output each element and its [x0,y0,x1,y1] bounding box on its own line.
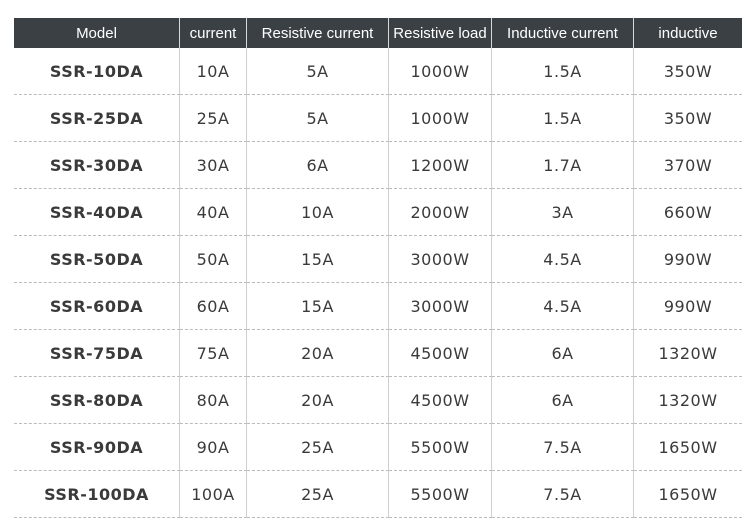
value-cell: 3A [492,189,634,236]
value-cell: 6A [492,330,634,377]
value-cell: 7.5A [492,471,634,518]
value-cell: 1000W [389,48,492,95]
value-cell: 4500W [389,377,492,424]
value-cell: 350W [634,48,742,95]
value-cell: 6A [247,142,389,189]
header-cell: Resistive current [247,18,389,48]
value-cell: 4.5A [492,236,634,283]
value-cell: 990W [634,236,742,283]
value-cell: 5A [247,48,389,95]
value-cell: 1.5A [492,95,634,142]
value-cell: 990W [634,283,742,330]
value-cell: 370W [634,142,742,189]
header-cell: current [180,18,247,48]
value-cell: 20A [247,330,389,377]
value-cell: 4.5A [492,283,634,330]
value-cell: 10A [247,189,389,236]
value-cell: 10A [180,48,247,95]
value-cell: 4500W [389,330,492,377]
value-cell: 30A [180,142,247,189]
value-cell: 3000W [389,236,492,283]
value-cell: 40A [180,189,247,236]
model-cell: SSR-10DA [14,48,180,95]
model-cell: SSR-40DA [14,189,180,236]
value-cell: 100A [180,471,247,518]
value-cell: 25A [247,424,389,471]
value-cell: 1650W [634,424,742,471]
value-cell: 50A [180,236,247,283]
value-cell: 6A [492,377,634,424]
value-cell: 25A [180,95,247,142]
value-cell: 1.7A [492,142,634,189]
value-cell: 660W [634,189,742,236]
value-cell: 60A [180,283,247,330]
header-cell: inductive [634,18,742,48]
model-cell: SSR-30DA [14,142,180,189]
value-cell: 75A [180,330,247,377]
value-cell: 5500W [389,471,492,518]
value-cell: 5A [247,95,389,142]
value-cell: 25A [247,471,389,518]
value-cell: 1320W [634,330,742,377]
model-cell: SSR-90DA [14,424,180,471]
value-cell: 1.5A [492,48,634,95]
model-cell: SSR-60DA [14,283,180,330]
value-cell: 15A [247,283,389,330]
header-cell: Model [14,18,180,48]
value-cell: 5500W [389,424,492,471]
model-cell: SSR-75DA [14,330,180,377]
value-cell: 7.5A [492,424,634,471]
value-cell: 1320W [634,377,742,424]
model-cell: SSR-100DA [14,471,180,518]
value-cell: 20A [247,377,389,424]
value-cell: 1650W [634,471,742,518]
value-cell: 350W [634,95,742,142]
value-cell: 3000W [389,283,492,330]
header-cell: Inductive current [492,18,634,48]
value-cell: 2000W [389,189,492,236]
value-cell: 90A [180,424,247,471]
header-cell: Resistive load [389,18,492,48]
model-cell: SSR-80DA [14,377,180,424]
model-cell: SSR-25DA [14,95,180,142]
value-cell: 15A [247,236,389,283]
value-cell: 80A [180,377,247,424]
value-cell: 1200W [389,142,492,189]
model-cell: SSR-50DA [14,236,180,283]
value-cell: 1000W [389,95,492,142]
